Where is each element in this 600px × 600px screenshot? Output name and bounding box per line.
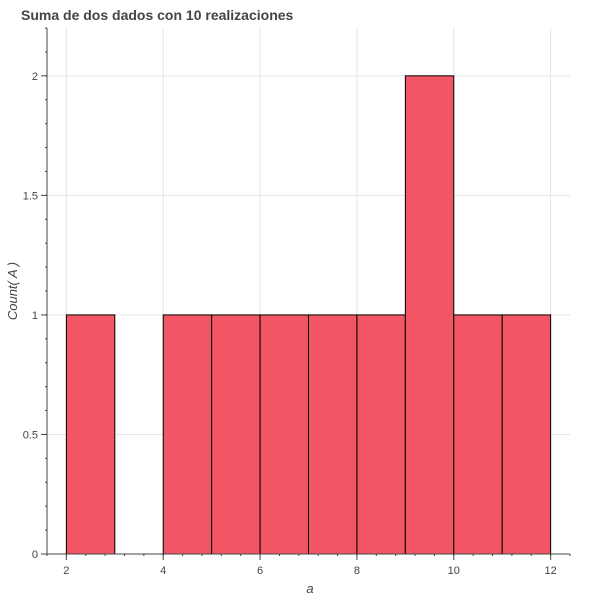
histogram-bar: [453, 314, 503, 555]
x-axis-label: a: [306, 581, 313, 596]
x-tick-label: 10: [448, 565, 460, 577]
histogram-bar: [65, 314, 116, 555]
histogram-bar: [356, 314, 406, 555]
y-tick-label: 2: [32, 71, 38, 83]
axes-layer: 2 4 6 8 10 12 0 0.5 1 1.5 2: [23, 27, 571, 577]
y-tick-label: 0: [32, 549, 38, 561]
histogram-bar: [501, 314, 552, 555]
x-tick-label: 12: [545, 565, 557, 577]
histogram-bar: [404, 75, 455, 555]
x-tick-label: 8: [354, 565, 360, 577]
y-tick-label: 1.5: [23, 190, 38, 202]
histogram-bar: [308, 314, 358, 555]
x-tick-label: 2: [63, 565, 69, 577]
x-tick-label: 4: [160, 565, 166, 577]
histogram-bar: [211, 314, 261, 555]
histogram-bar: [259, 314, 309, 555]
chart-title: Suma de dos dados con 10 realizaciones: [21, 7, 294, 23]
y-tick-label: 1: [32, 310, 38, 322]
y-axis-label: Count( A ): [5, 262, 20, 320]
histogram-bar: [162, 314, 213, 555]
x-tick-label: 6: [257, 565, 263, 577]
bars-layer: [65, 75, 552, 555]
y-tick-label: 0.5: [23, 429, 38, 441]
